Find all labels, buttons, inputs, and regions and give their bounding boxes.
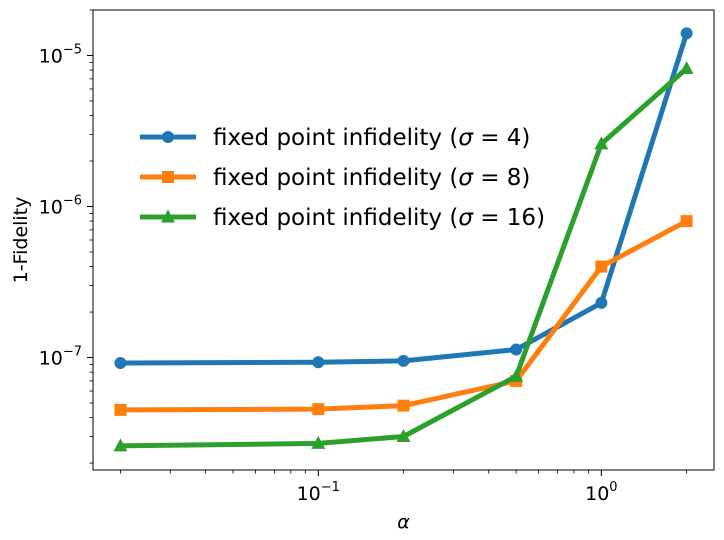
data-point xyxy=(397,354,410,367)
data-point xyxy=(114,356,127,369)
data-point xyxy=(312,356,325,369)
data-point xyxy=(595,296,608,309)
data-point xyxy=(114,403,127,416)
data-point xyxy=(509,368,524,382)
data-point xyxy=(396,428,411,442)
plot-area xyxy=(93,10,714,470)
series-line xyxy=(117,217,690,413)
legend-label: fixed point infidelity (σ = 4) xyxy=(213,125,530,151)
data-point xyxy=(312,403,325,416)
data-point xyxy=(311,435,326,449)
data-point xyxy=(679,60,694,74)
major-ticks: 10−1 100 10−7 10−6 10−5 xyxy=(39,42,618,505)
series-line xyxy=(117,64,691,449)
legend: fixed point infidelity (σ = 4) fixed poin… xyxy=(140,125,545,231)
legend-item: fixed point infidelity (σ = 16) xyxy=(140,205,545,231)
data-point xyxy=(595,260,608,273)
legend-marker xyxy=(162,131,174,143)
legend-marker xyxy=(161,209,175,223)
series-layer xyxy=(113,27,694,452)
y-tick-label: 10−5 xyxy=(39,42,82,67)
legend-label: fixed point infidelity (σ = 8) xyxy=(213,165,530,191)
data-point xyxy=(113,438,128,452)
data-point xyxy=(680,215,693,228)
series-3 xyxy=(113,60,694,452)
minor-ticks xyxy=(89,9,687,474)
legend-label: fixed point infidelity (σ = 16) xyxy=(213,205,545,231)
plot-frame xyxy=(92,9,715,471)
x-axis-label: α xyxy=(397,511,410,533)
data-point xyxy=(594,136,609,150)
y-tick-label: 10−7 xyxy=(39,345,82,370)
x-tick-label: 10−1 xyxy=(297,480,340,505)
legend-marker xyxy=(162,171,174,183)
x-tick-label: 100 xyxy=(585,480,617,505)
y-tick-label: 10−6 xyxy=(39,193,82,218)
data-point xyxy=(510,343,523,356)
data-point xyxy=(397,399,410,412)
legend-item: fixed point infidelity (σ = 8) xyxy=(140,165,530,191)
legend-item: fixed point infidelity (σ = 4) xyxy=(140,125,530,151)
y-axis-label: 1-Fidelity xyxy=(10,197,32,284)
data-point xyxy=(680,27,693,40)
